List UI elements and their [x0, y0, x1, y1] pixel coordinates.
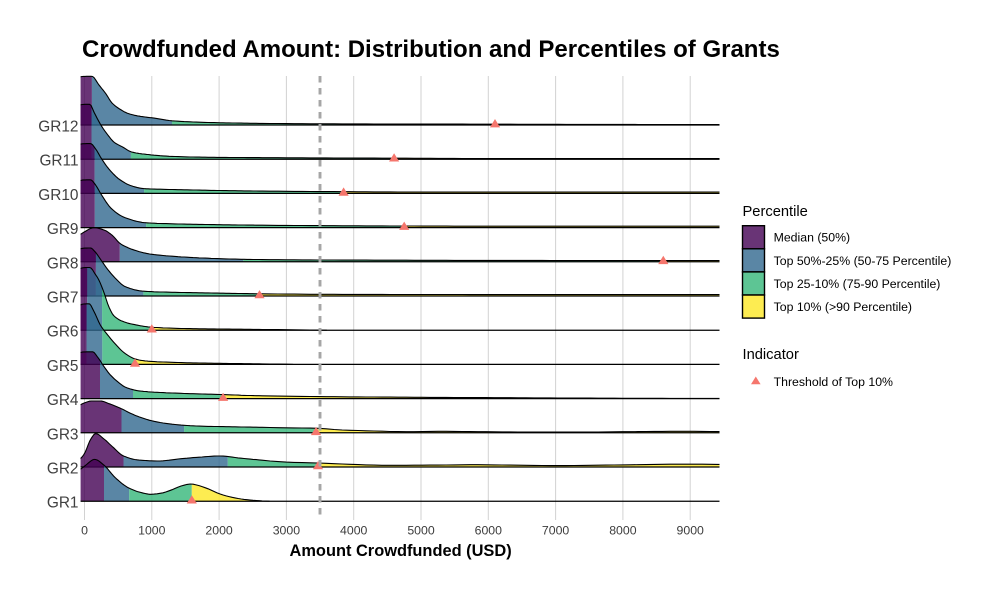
- svg-text:Top 50%-25% (50-75 Percentile): Top 50%-25% (50-75 Percentile): [774, 254, 952, 268]
- svg-text:GR12: GR12: [38, 119, 78, 136]
- svg-text:0: 0: [81, 524, 88, 538]
- svg-text:Median (50%): Median (50%): [774, 231, 851, 245]
- svg-text:GR2: GR2: [47, 461, 79, 478]
- svg-text:GR3: GR3: [47, 426, 79, 443]
- svg-text:Amount Crowdfunded (USD): Amount Crowdfunded (USD): [290, 542, 512, 560]
- svg-text:Top 25-10% (75-90 Percentile): Top 25-10% (75-90 Percentile): [774, 277, 941, 291]
- svg-text:4000: 4000: [340, 524, 368, 538]
- svg-text:8000: 8000: [609, 524, 637, 538]
- svg-text:Indicator: Indicator: [743, 347, 799, 363]
- svg-text:Top 10% (>90 Percentile): Top 10% (>90 Percentile): [774, 300, 912, 314]
- svg-text:GR11: GR11: [39, 153, 78, 170]
- svg-text:1000: 1000: [138, 524, 166, 538]
- svg-text:GR8: GR8: [47, 255, 79, 272]
- svg-text:Percentile: Percentile: [743, 204, 808, 220]
- svg-text:GR7: GR7: [47, 290, 79, 307]
- svg-text:GR4: GR4: [47, 392, 79, 409]
- svg-text:GR9: GR9: [47, 221, 79, 238]
- svg-text:5000: 5000: [407, 524, 435, 538]
- svg-text:Crowdfunded Amount: Distributi: Crowdfunded Amount: Distribution and Per…: [82, 36, 780, 63]
- svg-text:GR5: GR5: [47, 358, 79, 375]
- svg-text:7000: 7000: [542, 524, 570, 538]
- svg-text:3000: 3000: [273, 524, 301, 538]
- svg-text:GR6: GR6: [47, 324, 79, 341]
- svg-text:9000: 9000: [677, 524, 705, 538]
- svg-text:Threshold of Top 10%: Threshold of Top 10%: [774, 375, 893, 389]
- svg-text:6000: 6000: [475, 524, 503, 538]
- svg-text:2000: 2000: [205, 524, 233, 538]
- svg-text:GR10: GR10: [38, 187, 78, 204]
- svg-text:GR1: GR1: [47, 495, 79, 512]
